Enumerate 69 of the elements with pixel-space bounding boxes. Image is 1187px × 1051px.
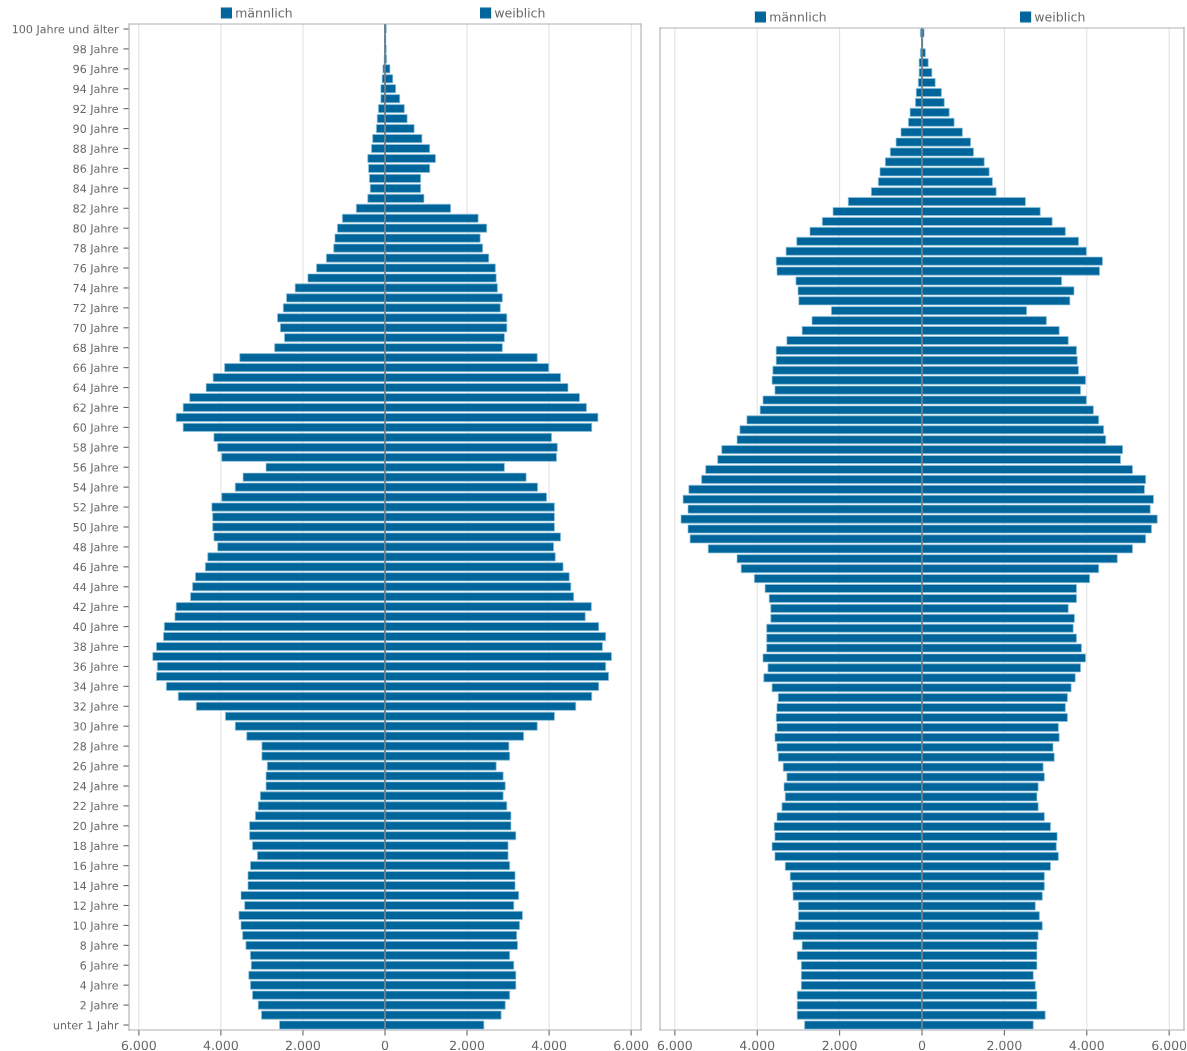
y-tick-label: 16 Jahre: [73, 861, 118, 873]
y-tick-label: 28 Jahre: [73, 741, 118, 753]
legend-label: weiblich: [1034, 11, 1085, 22]
y-tick-label: 26 Jahre: [73, 761, 118, 773]
y-tick-label: 88 Jahre: [73, 144, 118, 155]
legend-label: weiblich: [494, 7, 545, 18]
x-tick-label: 2.000: [987, 1040, 1022, 1051]
y-tick-label: 84 Jahre: [73, 184, 118, 195]
y-tick-label: 18 Jahre: [73, 841, 118, 853]
y-tick-label: 2 Jahre: [80, 1000, 118, 1012]
x-tick-label: 4.000: [531, 1040, 567, 1051]
y-tick-label: 80 Jahre: [73, 223, 118, 235]
x-tick-label: 0: [381, 1040, 389, 1051]
x-tick-label: 4.000: [739, 1040, 775, 1051]
y-tick-label: 42 Jahre: [73, 602, 118, 614]
legend-label: männlich: [236, 7, 292, 18]
legend-label: männlich: [770, 11, 826, 22]
y-tick-label: 38 Jahre: [73, 642, 118, 653]
y-tick-label: 48 Jahre: [73, 542, 118, 554]
y-tick-label: 66 Jahre: [73, 363, 118, 375]
y-tick-label: 10 Jahre: [73, 921, 118, 932]
y-tick-label: 46 Jahre: [73, 562, 118, 574]
y-tick-label: unter 1 Jahr: [53, 1020, 119, 1032]
y-tick-label: 4 Jahre: [80, 980, 118, 992]
y-tick-label: 44 Jahre: [73, 582, 118, 594]
y-tick-label: 34 Jahre: [73, 682, 118, 693]
y-tick-label: 54 Jahre: [73, 482, 118, 494]
y-tick-label: 90 Jahre: [73, 124, 118, 136]
y-tick-label: 22 Jahre: [73, 801, 118, 813]
y-tick-label: 68 Jahre: [73, 343, 118, 355]
x-tick-label: 0: [918, 1040, 926, 1051]
x-tick-label: 2.000: [285, 1040, 321, 1051]
y-tick-label: 58 Jahre: [73, 443, 118, 454]
y-tick-label: 78 Jahre: [73, 243, 118, 255]
y-tick-label: 92 Jahre: [73, 104, 118, 116]
y-tick-label: 56 Jahre: [73, 463, 118, 474]
y-tick-label: 52 Jahre: [73, 502, 118, 514]
y-tick-label: 64 Jahre: [73, 383, 118, 394]
y-tick-label: 12 Jahre: [73, 901, 118, 912]
y-tick-label: 86 Jahre: [73, 164, 118, 175]
y-tick-label: 100 Jahre und älter: [12, 24, 119, 36]
x-tick-label: 6.000: [657, 1040, 692, 1051]
y-tick-label: 50 Jahre: [73, 522, 118, 534]
y-tick-label: 40 Jahre: [73, 622, 118, 634]
y-tick-label: 98 Jahre: [73, 44, 118, 56]
y-tick-label: 20 Jahre: [73, 821, 118, 833]
x-tick-label: 4.000: [203, 1040, 238, 1051]
y-tick-label: 36 Jahre: [73, 662, 118, 673]
y-tick-label: 32 Jahre: [73, 702, 118, 713]
x-tick-label: 2.000: [822, 1040, 857, 1051]
y-tick-label: 60 Jahre: [73, 423, 118, 434]
y-tick-label: 96 Jahre: [73, 64, 118, 76]
y-tick-label: 30 Jahre: [73, 721, 118, 733]
y-tick-label: 94 Jahre: [73, 84, 118, 96]
y-tick-label: 6 Jahre: [80, 961, 118, 972]
y-tick-label: 62 Jahre: [73, 403, 118, 414]
y-tick-label: 70 Jahre: [73, 323, 118, 335]
y-tick-label: 72 Jahre: [73, 303, 118, 315]
x-tick-label: 4.000: [1069, 1040, 1104, 1051]
x-tick-label: 6.000: [1152, 1040, 1187, 1051]
y-tick-label: 82 Jahre: [73, 204, 118, 215]
x-tick-label: 6.000: [614, 1040, 649, 1051]
y-tick-label: 24 Jahre: [73, 781, 118, 793]
y-tick-label: 74 Jahre: [73, 283, 118, 295]
y-tick-label: 8 Jahre: [80, 941, 118, 952]
y-tick-label: 76 Jahre: [73, 263, 118, 275]
x-tick-label: 6.000: [121, 1040, 156, 1051]
x-tick-label: 2.000: [450, 1040, 485, 1051]
y-tick-label: 14 Jahre: [73, 881, 118, 893]
